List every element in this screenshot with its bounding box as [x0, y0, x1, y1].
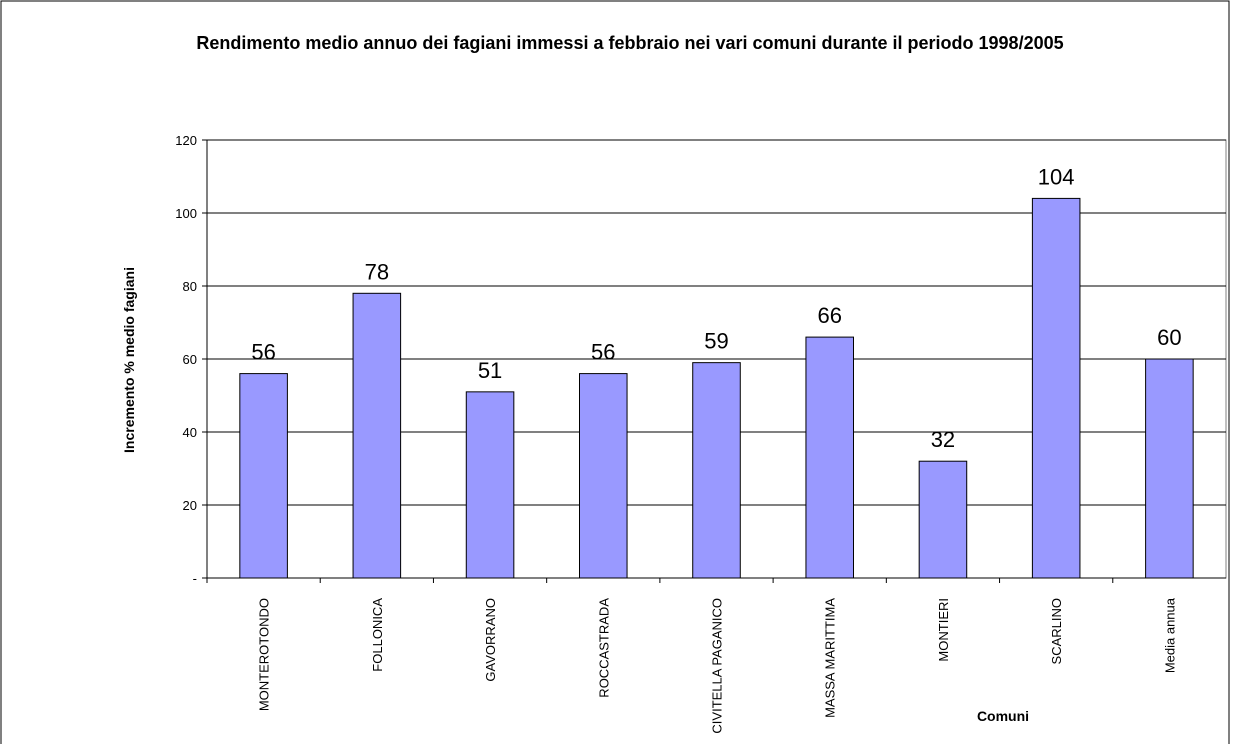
- bar: [918, 460, 968, 579]
- bar: [352, 292, 402, 579]
- data-label: 66: [817, 303, 841, 328]
- x-tick-label: FOLLONICA: [370, 598, 385, 672]
- data-label: 32: [931, 427, 955, 452]
- data-label: 104: [1038, 164, 1075, 189]
- data-label: 56: [591, 340, 615, 365]
- x-tick-label: SCARLINO: [1049, 598, 1064, 664]
- x-tick-label: MONTEROTONDO: [257, 598, 272, 711]
- x-tick-label: Media annua: [1162, 597, 1177, 673]
- data-label: 56: [251, 340, 275, 365]
- bar: [579, 373, 628, 579]
- data-label: 51: [478, 358, 502, 383]
- data-label: 60: [1157, 325, 1181, 350]
- x-tick-label: CIVITELLA PAGANICO: [710, 598, 725, 734]
- data-label: 78: [365, 259, 389, 284]
- y-tick-label: 60: [183, 352, 197, 367]
- y-tick-label: 40: [183, 425, 197, 440]
- y-tick-label: 80: [183, 279, 197, 294]
- y-tick-label: 120: [175, 133, 197, 148]
- bar: [692, 362, 741, 579]
- bar: [1031, 197, 1081, 579]
- y-tick-label: 20: [183, 498, 197, 513]
- y-axis-title: Incremento % medio fagiani: [121, 267, 137, 453]
- bar: [805, 336, 854, 579]
- data-label: 59: [704, 329, 728, 354]
- x-tick-label: MONTIERI: [936, 598, 951, 662]
- x-tick-label: GAVORRANO: [483, 598, 498, 682]
- x-tick-label: MASSA MARITTIMA: [823, 598, 838, 718]
- y-tick-label: -: [193, 571, 197, 586]
- bar: [465, 391, 515, 579]
- x-axis-title: Comuni: [977, 708, 1029, 724]
- x-tick-label: ROCCASTRADA: [596, 598, 611, 698]
- chart-title: Rendimento medio annuo dei fagiani immes…: [196, 33, 1064, 53]
- bar: [239, 373, 288, 579]
- y-tick-label: 100: [175, 206, 197, 221]
- bar: [1145, 358, 1194, 579]
